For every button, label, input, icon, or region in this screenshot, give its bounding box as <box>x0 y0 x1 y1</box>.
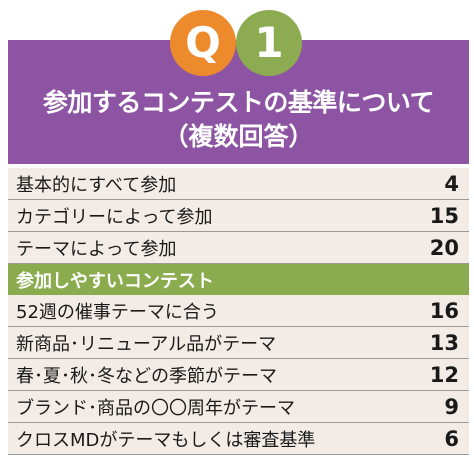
row-label: ブランド･商品の〇〇周年がテーマ <box>16 397 295 419</box>
row-label: 基本的にすべて参加 <box>16 174 177 196</box>
table-row-criteria-2: テーマによって参加 20 <box>8 232 469 264</box>
table-row-criteria-0: 基本的にすべて参加 4 <box>8 168 469 200</box>
row-value: 9 <box>444 394 459 419</box>
table-row-criteria-1: カテゴリーによって参加 15 <box>8 200 469 232</box>
question-subtitle: （複数回答） <box>163 122 314 151</box>
row-value: 12 <box>429 362 459 387</box>
row-value: 6 <box>444 426 459 451</box>
row-value: 13 <box>429 330 459 355</box>
row-value: 4 <box>444 171 459 196</box>
table-row-contest-0: 52週の催事テーマに合う 16 <box>8 295 469 327</box>
question-header: 参加するコンテストの基準について （複数回答） <box>8 40 469 164</box>
row-value: 16 <box>429 298 459 323</box>
row-label: 新商品･リニューアル品がテーマ <box>16 333 277 355</box>
question-title: 参加するコンテストの基準について <box>42 88 435 117</box>
row-label: クロスMDがテーマもしくは審査基準 <box>16 429 316 451</box>
table-row-contest-3: ブランド･商品の〇〇周年がテーマ 9 <box>8 391 469 423</box>
question-q-badge: Q <box>170 10 236 76</box>
row-label: カテゴリーによって参加 <box>16 206 213 228</box>
row-value: 20 <box>429 235 459 260</box>
question-badges: Q 1 <box>0 10 474 76</box>
question-number-badge: 1 <box>236 10 302 76</box>
table-row-contest-4: クロスMDがテーマもしくは審査基準 6 <box>8 423 469 455</box>
row-label: 52週の催事テーマに合う <box>16 301 219 323</box>
section-header: 参加しやすいコンテスト <box>8 264 469 295</box>
table-row-contest-2: 春･夏･秋･冬などの季節がテーマ 12 <box>8 359 469 391</box>
table-row-contest-1: 新商品･リニューアル品がテーマ 13 <box>8 327 469 359</box>
row-label: テーマによって参加 <box>16 238 177 260</box>
row-label: 春･夏･秋･冬などの季節がテーマ <box>16 365 277 387</box>
results-table: 基本的にすべて参加 4 カテゴリーによって参加 15 テーマによって参加 20 … <box>8 168 469 455</box>
row-value: 15 <box>429 203 459 228</box>
